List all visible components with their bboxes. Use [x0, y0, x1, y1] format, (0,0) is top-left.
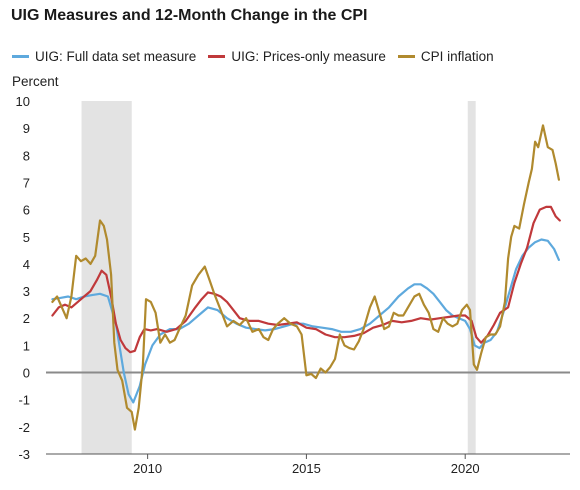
series-line-prices-only: [51, 205, 561, 354]
x-tick-label-2010: 2010: [133, 461, 162, 476]
x-tick-label-2015: 2015: [292, 461, 321, 476]
legend-item-cpi-inflation: CPI inflation: [397, 49, 494, 64]
legend-item-prices-only: UIG: Prices-only measure: [208, 49, 386, 64]
y-tick-label-2: 2: [23, 311, 30, 326]
y-axis-label: Percent: [12, 74, 59, 89]
y-tick-label-0: 0: [23, 366, 30, 381]
y-tick-label-7: 7: [23, 175, 30, 190]
legend-swatch-full-data-set: [12, 55, 29, 58]
y-tick-label--3: -3: [18, 447, 30, 462]
y-tick-label-10: 10: [16, 94, 30, 109]
legend-swatch-cpi-inflation: [397, 55, 415, 58]
chart-legend: UIG: Full data set measure UIG: Prices-o…: [12, 49, 506, 64]
y-tick-label-1: 1: [23, 338, 30, 353]
legend-label-prices-only: UIG: Prices-only measure: [231, 49, 386, 64]
legend-label-cpi-inflation: CPI inflation: [420, 49, 494, 64]
y-tick-label-4: 4: [23, 257, 30, 272]
y-tick-label--1: -1: [18, 393, 30, 408]
y-tick-label--2: -2: [18, 420, 30, 435]
x-tick-label-2020: 2020: [451, 461, 480, 476]
y-tick-label-5: 5: [23, 230, 30, 245]
legend-swatch-prices-only: [208, 55, 226, 58]
series-line-cpi-inflation: [51, 124, 560, 431]
series-line-full-data-set: [51, 238, 560, 404]
legend-item-full-data-set: UIG: Full data set measure: [12, 49, 196, 64]
chart-title: UIG Measures and 12-Month Change in the …: [11, 7, 368, 24]
recession-band-2: [467, 101, 476, 454]
y-tick-label-3: 3: [23, 284, 30, 299]
y-tick-label-9: 9: [23, 121, 30, 136]
y-tick-label-8: 8: [23, 148, 30, 163]
y-tick-label-6: 6: [23, 203, 30, 218]
legend-label-full-data-set: UIG: Full data set measure: [35, 49, 197, 64]
